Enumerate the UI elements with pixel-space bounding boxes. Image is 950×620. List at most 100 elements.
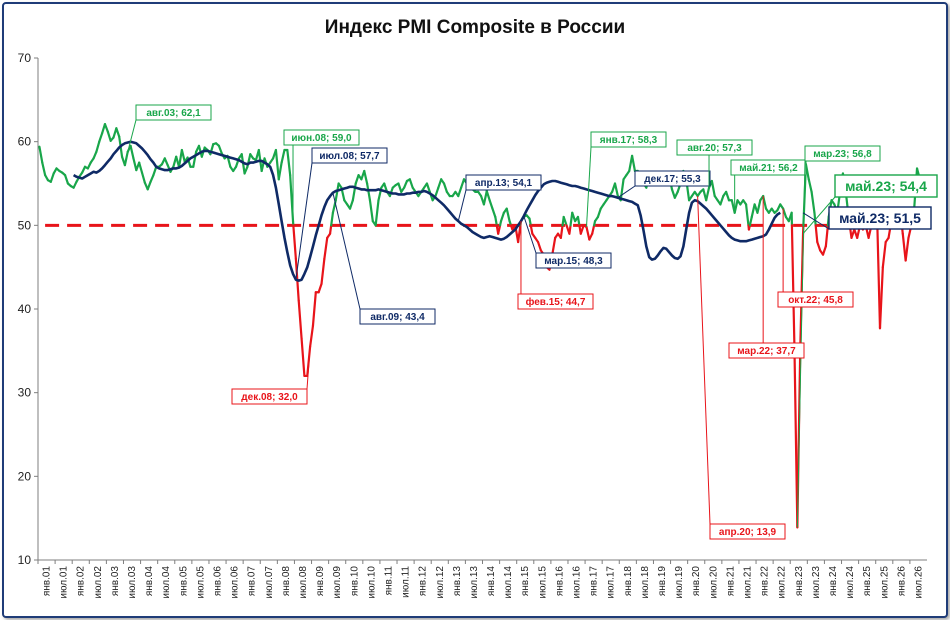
annotation-box	[728, 342, 805, 359]
pmi-segment	[374, 199, 380, 227]
pmi-segment	[297, 299, 303, 340]
moving-average-series	[72, 140, 781, 282]
x-tick-label: янв.22	[760, 566, 771, 597]
x-tick-label: янв.01	[42, 566, 53, 597]
y-tick-label: 20	[18, 469, 32, 483]
pmi-segment	[368, 199, 374, 223]
pmi-segment	[810, 190, 816, 214]
x-tick-label: янв.26	[896, 566, 907, 597]
pmi-segment	[705, 186, 711, 202]
x-tick-label: янв.25	[862, 566, 873, 597]
moving-average-line	[72, 140, 781, 282]
x-tick-label: янв.18	[623, 566, 634, 597]
pmi-segment	[613, 182, 619, 198]
annotation-box	[465, 174, 542, 191]
pmi-segment	[630, 154, 637, 173]
pmi-segment	[49, 172, 55, 183]
annotation-leader	[457, 189, 467, 222]
annotation-box	[676, 139, 753, 156]
annotation-label: мар.22; 37,7	[737, 346, 796, 357]
annotation-label: мар.15; 48,3	[544, 256, 603, 267]
pmi-segment	[816, 240, 822, 252]
annotation-leader	[802, 212, 830, 230]
x-tick-label: июл.24	[845, 566, 856, 599]
annotation-leader	[523, 215, 537, 254]
pmi-segment	[710, 179, 716, 198]
axes: 10 20 30 40 50 60 70 янв.01 июл.01 янв.02 июл.02 ян…	[18, 51, 927, 599]
annotation-box	[283, 129, 360, 146]
pmi-segment	[138, 161, 144, 174]
annotation-label: янв.17; 58,3	[600, 135, 658, 146]
pmi-segment	[132, 157, 138, 172]
x-tick-label: июл.13	[469, 566, 480, 599]
pmi-segment	[497, 224, 502, 235]
annotation-leader	[802, 196, 836, 235]
annotation-box	[231, 388, 308, 405]
pmi-segment	[434, 186, 440, 198]
pmi-segment	[123, 150, 129, 167]
pmi-segment	[719, 194, 725, 206]
annotation-label: июл.08; 57,7	[319, 151, 380, 162]
annotation-label: мар.23; 56,8	[813, 149, 872, 160]
x-tick-label: июл.06	[230, 566, 241, 599]
x-tick-label: июл.02	[93, 566, 104, 599]
annotation-box	[590, 131, 667, 148]
pmi-segment	[425, 182, 431, 193]
pmi-segment	[330, 211, 335, 227]
pmi-segment	[824, 224, 829, 248]
x-tick-label: июл.18	[640, 566, 651, 599]
pmi-segment	[277, 161, 283, 181]
annotation-box	[834, 174, 938, 198]
annotation-label: июн.08; 59,0	[291, 133, 352, 144]
pmi-segment	[876, 224, 882, 330]
pmi-segment	[317, 282, 323, 294]
pmi-segment	[354, 174, 360, 185]
x-tick-label: июл.08	[298, 566, 309, 599]
x-tick-label: янв.04	[144, 566, 155, 597]
annotation-leader	[617, 185, 636, 199]
x-tick-label: янв.03	[110, 566, 121, 597]
x-tick-label: июл.05	[195, 566, 206, 599]
pmi-segment	[106, 130, 112, 142]
pmi-segment	[460, 178, 466, 189]
pmi-segment	[821, 245, 827, 256]
pmi-segment	[217, 144, 223, 155]
x-tick-label: янв.13	[452, 566, 463, 597]
pmi-segment	[92, 150, 98, 160]
annotation-box	[828, 206, 932, 230]
pmi-segment	[596, 207, 602, 219]
pmi-segment	[499, 211, 505, 223]
pmi-segment	[260, 157, 266, 173]
annotation-box	[311, 147, 388, 164]
x-tick-label: янв.07	[247, 566, 258, 597]
annotation-label: май.23; 54,4	[845, 178, 927, 194]
x-tick-label: янв.19	[657, 566, 668, 597]
pmi-segment	[790, 224, 796, 352]
x-tick-label: июл.21	[742, 566, 753, 599]
annotation-label: май.23; 51,5	[839, 210, 921, 226]
annotation-label: апр.20; 13,9	[719, 527, 777, 538]
pmi-segment	[748, 215, 753, 227]
y-tick-label: 40	[18, 302, 32, 316]
annotation-box	[804, 145, 881, 162]
pmi-segment	[579, 224, 585, 235]
pmi-segment	[813, 211, 817, 227]
pmi-segment	[115, 127, 121, 138]
x-tick-label: июл.03	[127, 566, 138, 599]
pmi-segment	[98, 132, 104, 143]
pmi-segment	[292, 224, 297, 260]
pmi-segment	[491, 207, 497, 219]
pmi-segment	[881, 240, 887, 269]
pmi-segment	[95, 140, 101, 153]
annotation-label: дек.17; 55,3	[644, 174, 701, 185]
pmi-segment	[366, 182, 372, 202]
annotation-box	[517, 293, 594, 310]
pmi-segment	[320, 257, 326, 285]
x-tick-label: июл.17	[606, 566, 617, 599]
pmi-segment	[807, 178, 813, 193]
pmi-segment	[274, 148, 280, 181]
pmi-segment	[323, 236, 329, 260]
annotation-leader	[697, 196, 711, 525]
x-tick-label: июл.20	[708, 566, 719, 599]
pmi-segment	[38, 145, 44, 164]
